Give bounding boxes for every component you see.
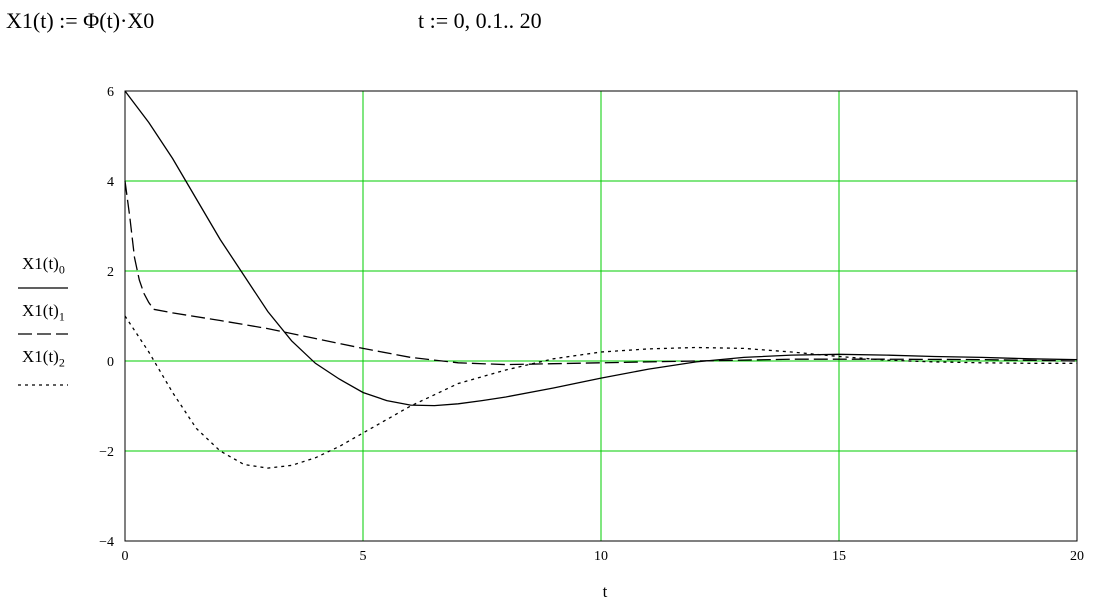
formula-range: t := 0, 0.1.. 20: [418, 8, 542, 33]
legend-samples: [18, 287, 68, 386]
series-line-2: [124, 315, 1077, 469]
legend-label-0: X1(t)0: [22, 254, 65, 277]
tick-labels: 0 5 10 15 20 −4 −2 0 2 4 6: [99, 85, 1084, 564]
formula-definition: X1(t) := Φ(t)·X0: [6, 8, 155, 33]
y-tick-label: 2: [107, 265, 114, 280]
legend-label-subscript: 2: [58, 355, 65, 370]
legend-label-text: X1(t): [22, 301, 59, 320]
y-tick-label: 6: [107, 85, 114, 100]
x-tick-label: 10: [594, 549, 608, 564]
y-tick-label: −2: [99, 445, 114, 460]
legend-label-2: X1(t)2: [22, 347, 65, 370]
y-tick-label: 4: [107, 175, 114, 190]
series-line-1: [124, 180, 1078, 366]
plot-frame: [124, 90, 1078, 542]
legend-label-subscript: 1: [58, 309, 65, 324]
legend-label-text: X1(t): [22, 347, 59, 366]
x-tick-label: 0: [122, 549, 129, 564]
grid-lines: [125, 91, 1077, 541]
legend-label-text: X1(t): [22, 254, 59, 273]
x-tick-label: 15: [832, 549, 846, 564]
legend-label-1: X1(t)1: [22, 301, 65, 324]
series-lines: [124, 90, 1078, 469]
y-tick-label: 0: [107, 355, 114, 370]
x-tick-label: 20: [1070, 549, 1084, 564]
series-line-0: [124, 90, 1078, 407]
x-tick-label: 5: [360, 549, 367, 564]
x-axis-title: t: [603, 582, 608, 601]
legend-label-subscript: 0: [58, 262, 65, 277]
y-tick-label: −4: [99, 535, 114, 550]
